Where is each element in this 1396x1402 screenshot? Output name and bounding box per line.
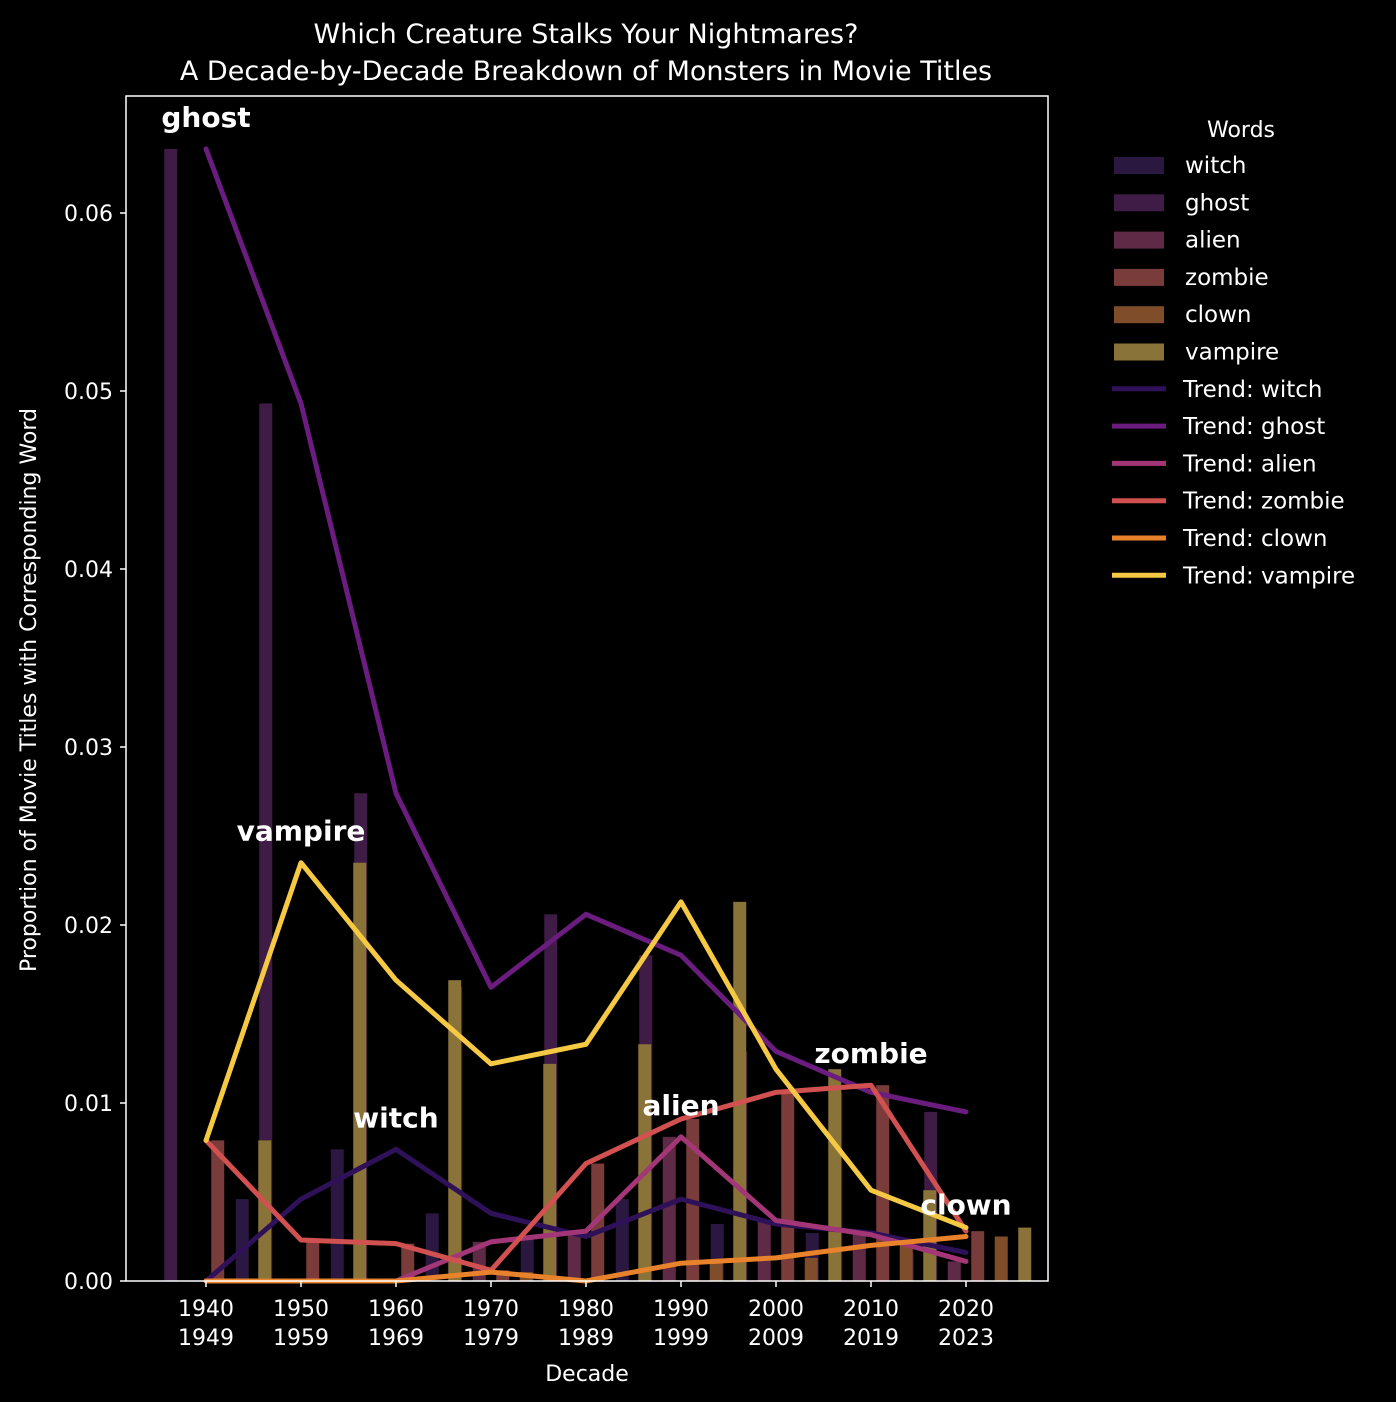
x-tick-label: 2009 xyxy=(748,1326,804,1351)
bar-vampire-1 xyxy=(353,862,367,1281)
x-tick-label: 2000 xyxy=(748,1297,804,1322)
x-tick-label: 2010 xyxy=(843,1297,899,1322)
legend-swatch-clown xyxy=(1114,306,1164,324)
plot-frame xyxy=(125,95,1049,1282)
bar-ghost-0 xyxy=(164,148,178,1281)
bar-alien-5 xyxy=(662,1136,676,1281)
bar-vampire-4 xyxy=(638,1044,652,1281)
bar-zombie-6 xyxy=(781,1092,795,1281)
legend-label-zombie: zombie xyxy=(1185,265,1269,291)
series-label-clown: clown xyxy=(920,1189,1011,1222)
bar-witch-2 xyxy=(330,1149,344,1281)
legend-trend-label-clown: Trend: clown xyxy=(1182,526,1328,552)
bar-clown-5 xyxy=(709,1263,723,1281)
bar-vampire-0 xyxy=(258,1140,272,1281)
legend-label-clown: clown xyxy=(1185,302,1252,328)
legend-swatch-vampire xyxy=(1114,343,1164,361)
trend-line-vampire xyxy=(203,860,969,1231)
chart-subtitle: A Decade-by-Decade Breakdown of Monsters… xyxy=(180,56,992,87)
legend: Words witch ghost alien zombie clown vampire T… xyxy=(1112,118,1355,589)
bar-witch-1 xyxy=(235,1199,249,1281)
bar-zombie-2 xyxy=(401,1243,415,1281)
legend-trend-label-witch: Trend: witch xyxy=(1182,377,1322,403)
y-tick-label: 0.03 xyxy=(64,736,113,761)
x-tick-label: 1940 xyxy=(178,1297,234,1322)
x-tick-label: 1999 xyxy=(653,1326,709,1351)
legend-label-alien: alien xyxy=(1185,228,1241,254)
x-axis: 1940 1949 1950 1959 1960 1969 1970 1979 1980 1989… xyxy=(178,1281,994,1351)
x-tick-label: 2020 xyxy=(938,1297,994,1322)
legend-trend-label-vampire: Trend: vampire xyxy=(1182,563,1355,589)
legend-label-ghost: ghost xyxy=(1185,190,1249,216)
bar-ghost-1 xyxy=(259,403,273,1282)
chart-title: Which Creature Stalks Your Nightmares? xyxy=(314,19,859,50)
y-tick-label: 0.05 xyxy=(64,380,113,405)
x-tick-label: 1960 xyxy=(368,1297,424,1322)
trend-line-zombie xyxy=(203,1082,969,1273)
bar-witch-5 xyxy=(615,1199,629,1281)
x-tick-label: 1980 xyxy=(558,1297,614,1322)
bar-clown-8 xyxy=(994,1236,1008,1281)
bar-vampire-8 xyxy=(1018,1227,1032,1281)
series-label-zombie: zombie xyxy=(814,1037,927,1070)
trend-line-ghost xyxy=(203,146,969,1115)
legend-swatch-alien xyxy=(1114,231,1164,249)
x-tick-label: 1959 xyxy=(273,1326,329,1351)
bar-zombie-7 xyxy=(876,1085,890,1281)
y-tick-label: 0.02 xyxy=(64,914,113,939)
legend-label-vampire: vampire xyxy=(1185,340,1279,366)
y-tick-label: 0.04 xyxy=(64,558,113,583)
x-tick-label: 1979 xyxy=(463,1326,519,1351)
legend-trend-label-zombie: Trend: zombie xyxy=(1182,489,1345,515)
x-tick-label: 1949 xyxy=(178,1326,234,1351)
legend-trend-label-ghost: Trend: ghost xyxy=(1182,414,1325,440)
x-tick-label: 1969 xyxy=(368,1326,424,1351)
bar-witch-4 xyxy=(520,1236,534,1281)
bar-alien-6 xyxy=(757,1220,771,1281)
bar-alien-4 xyxy=(567,1231,581,1281)
bar-zombie-1 xyxy=(306,1240,320,1281)
trend-lines xyxy=(203,146,969,1284)
y-axis-label: Proportion of Movie Titles with Correspo… xyxy=(17,408,42,972)
x-tick-label: 1970 xyxy=(463,1297,519,1322)
legend-swatch-witch xyxy=(1114,157,1164,174)
x-tick-label: 2023 xyxy=(938,1326,994,1351)
bar-clown-6 xyxy=(804,1257,818,1281)
x-tick-label: 1989 xyxy=(558,1326,614,1351)
bar-zombie-8 xyxy=(971,1231,985,1281)
bar-vampire-3 xyxy=(543,1063,557,1281)
legend-trend-label-alien: Trend: alien xyxy=(1182,451,1317,477)
bar-alien-7 xyxy=(852,1234,866,1281)
y-tick-label: 0.01 xyxy=(64,1092,113,1117)
bar-clown-7 xyxy=(899,1245,913,1281)
bar-zombie-0 xyxy=(211,1140,225,1281)
y-tick-label: 0.00 xyxy=(64,1270,113,1295)
bar-vampire-2 xyxy=(448,980,462,1281)
x-tick-label: 1950 xyxy=(273,1297,329,1322)
legend-title: Words xyxy=(1207,118,1275,143)
legend-swatch-zombie xyxy=(1114,268,1164,286)
trend-line-alien xyxy=(203,1134,969,1284)
bar-vampire-5 xyxy=(733,901,747,1281)
series-labels: witch ghost alien zombie clown vampire xyxy=(161,101,1011,1222)
y-tick-label: 0.06 xyxy=(64,202,113,227)
bar-witch-3 xyxy=(425,1213,439,1281)
bar-alien-8 xyxy=(947,1261,961,1281)
x-tick-label: 2019 xyxy=(843,1326,899,1351)
legend-label-witch: witch xyxy=(1185,153,1246,179)
bars xyxy=(164,148,1032,1282)
series-label-vampire: vampire xyxy=(237,815,366,848)
y-axis: 0.00 0.01 0.02 0.03 0.04 0.05 0.06 xyxy=(64,202,126,1295)
x-axis-label: Decade xyxy=(545,1362,629,1387)
series-label-alien: alien xyxy=(642,1089,719,1122)
series-label-ghost: ghost xyxy=(161,101,250,134)
legend-swatch-ghost xyxy=(1114,194,1164,212)
series-label-witch: witch xyxy=(353,1101,438,1134)
x-tick-label: 1990 xyxy=(653,1297,709,1322)
